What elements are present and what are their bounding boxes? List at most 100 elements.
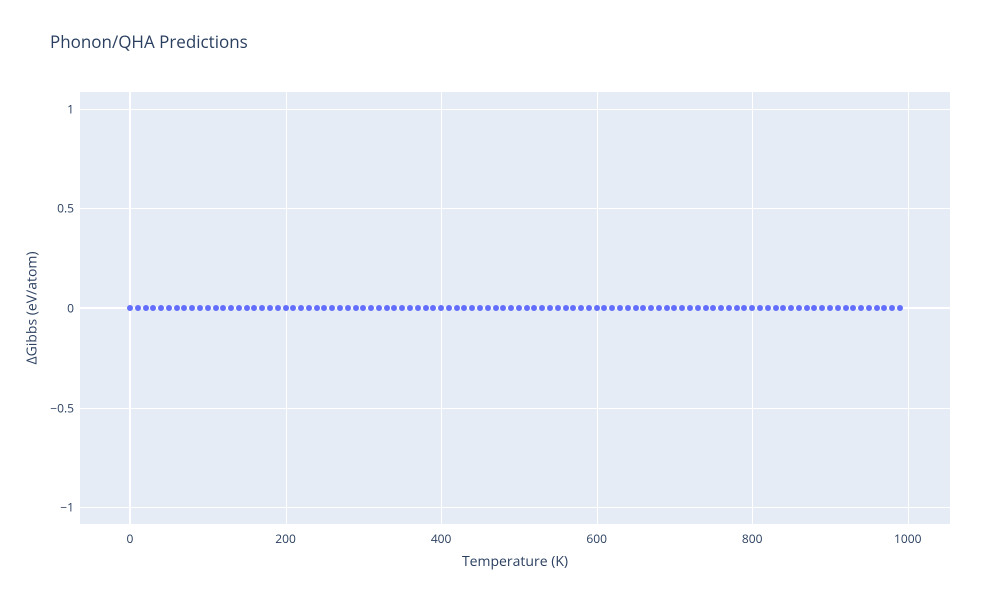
data-point[interactable] <box>788 305 794 311</box>
data-point[interactable] <box>321 305 327 311</box>
data-point[interactable] <box>718 305 724 311</box>
data-point[interactable] <box>765 305 771 311</box>
data-point[interactable] <box>555 305 561 311</box>
data-point[interactable] <box>407 305 413 311</box>
data-point[interactable] <box>811 305 817 311</box>
data-point[interactable] <box>819 305 825 311</box>
data-point[interactable] <box>695 305 701 311</box>
data-point[interactable] <box>508 305 514 311</box>
data-point[interactable] <box>780 305 786 311</box>
data-point[interactable] <box>633 305 639 311</box>
data-point[interactable] <box>773 305 779 311</box>
data-point[interactable] <box>423 305 429 311</box>
data-point[interactable] <box>796 305 802 311</box>
data-point[interactable] <box>143 305 149 311</box>
data-point[interactable] <box>298 305 304 311</box>
data-point[interactable] <box>251 305 257 311</box>
data-point[interactable] <box>384 305 390 311</box>
data-point[interactable] <box>827 305 833 311</box>
data-point[interactable] <box>897 305 903 311</box>
data-point[interactable] <box>656 305 662 311</box>
data-point[interactable] <box>547 305 553 311</box>
data-point[interactable] <box>213 305 219 311</box>
data-point[interactable] <box>469 305 475 311</box>
data-point[interactable] <box>594 305 600 311</box>
data-point[interactable] <box>516 305 522 311</box>
data-point[interactable] <box>835 305 841 311</box>
data-point[interactable] <box>881 305 887 311</box>
data-point[interactable] <box>757 305 763 311</box>
data-point[interactable] <box>601 305 607 311</box>
data-point[interactable] <box>648 305 654 311</box>
data-point[interactable] <box>446 305 452 311</box>
data-point[interactable] <box>135 305 141 311</box>
plot-area[interactable] <box>80 92 950 524</box>
data-point[interactable] <box>679 305 685 311</box>
data-point[interactable] <box>493 305 499 311</box>
data-point[interactable] <box>874 305 880 311</box>
data-point[interactable] <box>726 305 732 311</box>
data-point[interactable] <box>205 305 211 311</box>
data-point[interactable] <box>283 305 289 311</box>
data-point[interactable] <box>531 305 537 311</box>
data-point[interactable] <box>430 305 436 311</box>
data-point[interactable] <box>741 305 747 311</box>
data-point[interactable] <box>337 305 343 311</box>
data-point[interactable] <box>664 305 670 311</box>
data-point[interactable] <box>174 305 180 311</box>
data-point[interactable] <box>368 305 374 311</box>
data-point[interactable] <box>625 305 631 311</box>
data-point[interactable] <box>461 305 467 311</box>
data-point[interactable] <box>804 305 810 311</box>
data-point[interactable] <box>267 305 273 311</box>
data-point[interactable] <box>275 305 281 311</box>
data-point[interactable] <box>703 305 709 311</box>
data-point[interactable] <box>399 305 405 311</box>
data-point[interactable] <box>345 305 351 311</box>
data-point[interactable] <box>376 305 382 311</box>
data-point[interactable] <box>353 305 359 311</box>
data-point[interactable] <box>578 305 584 311</box>
data-point[interactable] <box>150 305 156 311</box>
data-point[interactable] <box>391 305 397 311</box>
data-point[interactable] <box>236 305 242 311</box>
data-point[interactable] <box>485 305 491 311</box>
data-point[interactable] <box>858 305 864 311</box>
data-point[interactable] <box>228 305 234 311</box>
data-point[interactable] <box>570 305 576 311</box>
data-point[interactable] <box>671 305 677 311</box>
data-point[interactable] <box>127 305 133 311</box>
data-point[interactable] <box>360 305 366 311</box>
data-point[interactable] <box>259 305 265 311</box>
data-point[interactable] <box>290 305 296 311</box>
data-point[interactable] <box>843 305 849 311</box>
data-point[interactable] <box>166 305 172 311</box>
data-point[interactable] <box>189 305 195 311</box>
data-point[interactable] <box>314 305 320 311</box>
data-point[interactable] <box>158 305 164 311</box>
data-point[interactable] <box>524 305 530 311</box>
data-point[interactable] <box>563 305 569 311</box>
data-point[interactable] <box>197 305 203 311</box>
data-point[interactable] <box>539 305 545 311</box>
data-point[interactable] <box>586 305 592 311</box>
data-point[interactable] <box>609 305 615 311</box>
data-point[interactable] <box>617 305 623 311</box>
data-point[interactable] <box>866 305 872 311</box>
data-point[interactable] <box>306 305 312 311</box>
data-point[interactable] <box>640 305 646 311</box>
data-point[interactable] <box>415 305 421 311</box>
data-point[interactable] <box>734 305 740 311</box>
data-point[interactable] <box>244 305 250 311</box>
data-point[interactable] <box>710 305 716 311</box>
data-point[interactable] <box>687 305 693 311</box>
data-point[interactable] <box>329 305 335 311</box>
data-point[interactable] <box>438 305 444 311</box>
data-point[interactable] <box>477 305 483 311</box>
data-point[interactable] <box>749 305 755 311</box>
data-point[interactable] <box>889 305 895 311</box>
data-point[interactable] <box>454 305 460 311</box>
data-point[interactable] <box>500 305 506 311</box>
data-point[interactable] <box>850 305 856 311</box>
data-point[interactable] <box>220 305 226 311</box>
